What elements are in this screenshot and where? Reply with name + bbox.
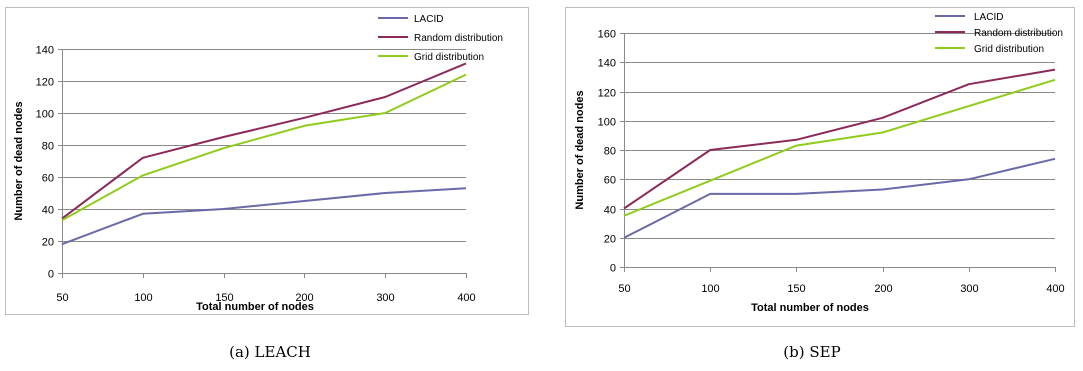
x-axis-title: Total number of nodes xyxy=(196,301,314,313)
chart-frame xyxy=(565,7,1075,327)
y-axis-title: Number of dead nodes xyxy=(574,90,586,209)
legend-label: Grid distribution xyxy=(414,52,484,63)
y-tick-label: 20 xyxy=(604,234,616,246)
x-tick-label: 400 xyxy=(457,292,475,304)
series-line-random-distribution xyxy=(61,62,467,220)
x-tick-label: 300 xyxy=(960,283,978,295)
x-tick-label: 400 xyxy=(1046,283,1064,295)
legend-label: LACID xyxy=(414,14,443,25)
chart-sep: 0 20 40 60 80 100 120 140 160 50 100 150 200 300 400 To… xyxy=(565,7,1075,327)
y-tick-label: 80 xyxy=(42,141,54,153)
y-tick-label: 160 xyxy=(598,29,616,41)
y-tick-label: 80 xyxy=(604,146,616,158)
y-tick-label: 100 xyxy=(598,117,616,129)
series-line-grid-distribution xyxy=(61,73,467,222)
y-tick-label: 40 xyxy=(604,205,616,217)
series-line-grid-distribution xyxy=(623,78,1056,217)
chart-caption-sep: (b) SEP xyxy=(783,343,841,361)
chart-caption-leach: (a) LEACH xyxy=(229,343,311,361)
legend-label: Grid distribution xyxy=(974,44,1044,55)
x-tick-label: 100 xyxy=(701,283,719,295)
x-tick-label: 50 xyxy=(618,283,630,295)
chart-frame xyxy=(5,7,529,315)
x-tick-label: 200 xyxy=(874,283,892,295)
y-tick-label: 100 xyxy=(36,109,54,121)
y-axis-title: Number of dead nodes xyxy=(13,101,25,220)
y-tick-label: 0 xyxy=(610,263,616,275)
y-tick-label: 140 xyxy=(598,58,616,70)
y-tick-label: 120 xyxy=(36,77,54,89)
y-tick-label: 20 xyxy=(42,237,54,249)
legend-label: Random distribution xyxy=(414,33,503,44)
y-tick-label: 140 xyxy=(36,45,54,57)
chart-panel-sep: 0 20 40 60 80 100 120 140 160 50 100 150 200 300 400 To… xyxy=(541,0,1083,371)
legend-label: LACID xyxy=(974,12,1003,23)
y-tick-label: 60 xyxy=(42,173,54,185)
series-line-random-distribution xyxy=(623,68,1056,210)
chart-panel-leach: 0 20 40 60 80 100 120 140 50 100 150 200 300 400 Total… xyxy=(0,0,541,371)
x-tick-label: 300 xyxy=(376,292,394,304)
y-tick-label: 60 xyxy=(604,175,616,187)
x-tick-label: 150 xyxy=(787,283,805,295)
y-tick-label: 40 xyxy=(42,205,54,217)
x-axis-title: Total number of nodes xyxy=(751,302,869,314)
x-tick-label: 200 xyxy=(295,292,313,304)
x-tick-label: 150 xyxy=(215,292,233,304)
series-line-lacid xyxy=(61,187,467,246)
legend-label: Random distribution xyxy=(974,28,1063,39)
y-tick-label: 0 xyxy=(48,269,54,281)
series-line-lacid xyxy=(623,157,1056,239)
x-tick-label: 50 xyxy=(56,292,68,304)
y-tick-label: 120 xyxy=(598,88,616,100)
chart-leach: 0 20 40 60 80 100 120 140 50 100 150 200 300 400 Total… xyxy=(5,7,529,315)
x-tick-label: 100 xyxy=(134,292,152,304)
